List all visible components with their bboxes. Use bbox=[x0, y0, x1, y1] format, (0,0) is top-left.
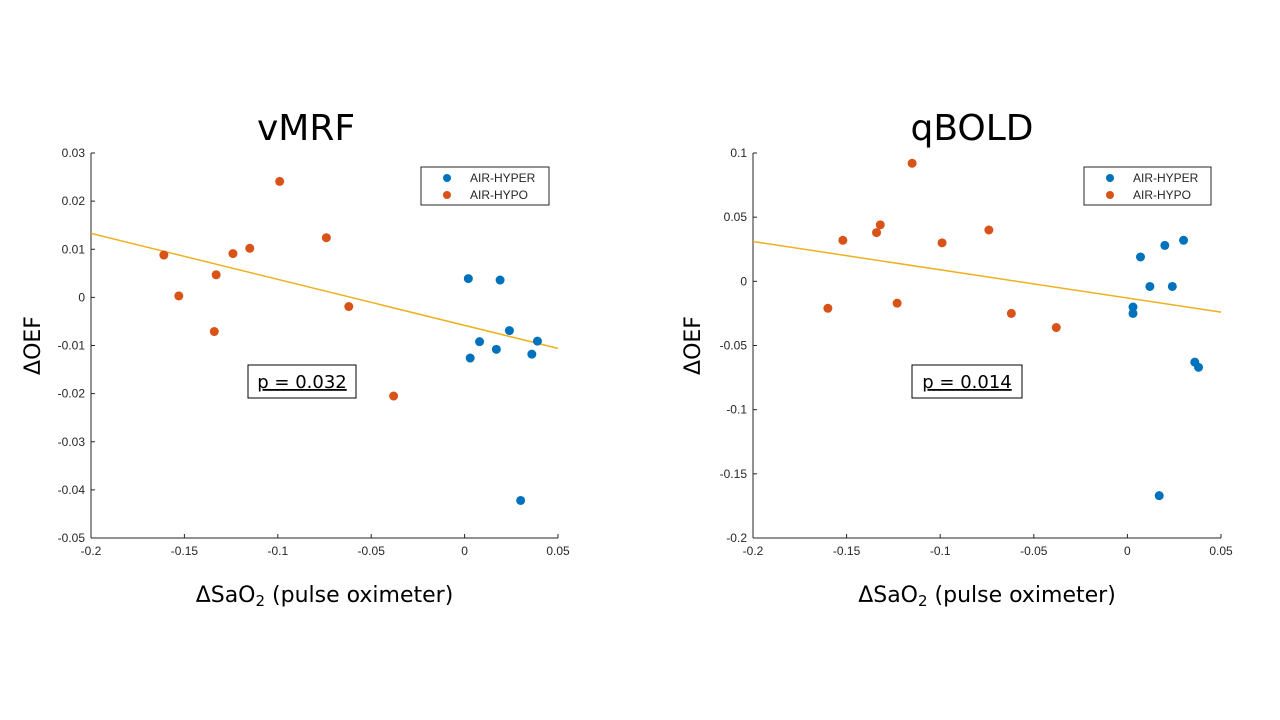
data-point-air-hyper bbox=[532, 336, 542, 346]
data-point-air-hyper bbox=[491, 344, 501, 354]
y-tick-label: -0.2 bbox=[726, 531, 747, 545]
x-tick-label: -0.05 bbox=[358, 544, 386, 558]
x-axis-label: ΔSaO2 (pulse oximeter) bbox=[858, 583, 1116, 610]
data-point-air-hypo bbox=[344, 302, 354, 312]
data-point-air-hypo bbox=[275, 176, 285, 186]
y-tick-label: 0 bbox=[740, 274, 747, 288]
x-axis-label: ΔSaO2 (pulse oximeter) bbox=[196, 583, 454, 610]
x-axis-label-rest: (pulse oximeter) bbox=[928, 583, 1116, 608]
data-point-air-hypo bbox=[937, 238, 947, 248]
x-tick-label: -0.2 bbox=[81, 544, 102, 558]
data-point-air-hyper bbox=[1194, 362, 1204, 372]
data-point-air-hypo bbox=[838, 235, 848, 245]
y-tick-label: 0.03 bbox=[62, 146, 86, 160]
y-tick-label: 0.05 bbox=[724, 210, 748, 224]
y-tick-label: -0.1 bbox=[726, 403, 747, 417]
data-point-air-hypo bbox=[159, 250, 169, 260]
y-tick-label: -0.03 bbox=[58, 435, 86, 449]
data-point-air-hyper bbox=[1128, 308, 1138, 318]
data-point-air-hyper bbox=[475, 337, 485, 347]
chart-panel-0: vMRF -0.2 -0.15 -0.1 -0.05 0 0.05 -0.05 -0.04 -0.… bbox=[21, 108, 570, 610]
x-tick-label: -0.2 bbox=[743, 544, 764, 558]
legend-label: AIR-HYPO bbox=[1133, 188, 1191, 202]
x-axis-label-main: ΔSaO bbox=[196, 583, 256, 608]
legend-label: AIR-HYPER bbox=[1133, 171, 1199, 185]
fit-line bbox=[90, 232, 559, 350]
legend-marker-air-hypo bbox=[1106, 191, 1114, 199]
data-point-air-hypo bbox=[245, 243, 255, 253]
x-tick-label: 0 bbox=[1124, 544, 1131, 558]
data-point-air-hyper bbox=[1154, 491, 1164, 501]
x-tick-label: 0.05 bbox=[1209, 544, 1233, 558]
x-tick-label: -0.05 bbox=[1020, 544, 1048, 558]
legend-marker-air-hypo bbox=[443, 191, 451, 199]
y-tick-label: -0.05 bbox=[720, 339, 748, 353]
data-point-air-hyper bbox=[527, 349, 537, 359]
y-tick-label: 0.01 bbox=[62, 242, 86, 256]
x-tick-label: 0.05 bbox=[546, 544, 570, 558]
x-axis-label-subscript: 2 bbox=[256, 592, 266, 610]
x-tick-label: -0.1 bbox=[930, 544, 951, 558]
y-tick-label: 0 bbox=[78, 290, 85, 304]
legend-box bbox=[420, 166, 550, 206]
data-point-air-hypo bbox=[211, 270, 221, 280]
data-point-air-hypo bbox=[389, 391, 399, 401]
p-value-annotation: p = 0.014 bbox=[922, 372, 1011, 393]
data-point-air-hypo bbox=[984, 225, 994, 235]
x-tick-label: -0.15 bbox=[833, 544, 861, 558]
data-point-air-hypo bbox=[321, 233, 331, 243]
data-point-air-hypo bbox=[872, 228, 882, 238]
data-point-air-hyper bbox=[1128, 302, 1138, 312]
data-point-air-hyper bbox=[1167, 281, 1177, 291]
x-axis-label-rest: (pulse oximeter) bbox=[265, 583, 453, 608]
y-tick-label: 0.02 bbox=[62, 194, 86, 208]
data-point-air-hyper bbox=[463, 274, 473, 284]
y-tick-label: -0.05 bbox=[58, 531, 86, 545]
legend-label: AIR-HYPER bbox=[470, 171, 536, 185]
legend-marker-air-hyper bbox=[1106, 174, 1114, 182]
y-tick-label: -0.02 bbox=[58, 387, 86, 401]
x-tick-label: -0.15 bbox=[171, 544, 199, 558]
y-axis-label: ΔOEF bbox=[681, 316, 706, 375]
y-tick-label: 0.1 bbox=[730, 146, 747, 160]
x-axis-label-main: ΔSaO bbox=[858, 583, 918, 608]
legend-label: AIR-HYPO bbox=[470, 188, 528, 202]
data-point-air-hyper bbox=[465, 353, 475, 363]
p-value-box bbox=[247, 364, 357, 399]
data-point-air-hypo bbox=[1051, 323, 1061, 333]
fit-line bbox=[752, 240, 1222, 313]
data-point-air-hyper bbox=[1179, 235, 1189, 245]
data-point-air-hyper bbox=[1160, 240, 1170, 250]
x-tick-label: 0 bbox=[461, 544, 468, 558]
y-tick-label: -0.04 bbox=[58, 483, 86, 497]
y-axis-label: ΔOEF bbox=[21, 316, 46, 375]
legend-box bbox=[1083, 166, 1212, 206]
chart-title: qBOLD bbox=[910, 108, 1033, 149]
y-tick-label: -0.01 bbox=[58, 339, 86, 353]
y-tick-label: -0.15 bbox=[720, 467, 748, 481]
data-point-air-hypo bbox=[907, 158, 917, 168]
p-value-annotation: p = 0.032 bbox=[257, 372, 346, 393]
data-point-air-hyper bbox=[495, 275, 505, 285]
data-point-air-hypo bbox=[174, 291, 184, 301]
data-point-air-hypo bbox=[823, 303, 833, 313]
chart-title: vMRF bbox=[257, 108, 355, 149]
data-point-air-hyper bbox=[504, 326, 514, 336]
p-value-box bbox=[911, 364, 1023, 399]
data-point-air-hypo bbox=[1006, 308, 1016, 318]
legend-marker-air-hyper bbox=[443, 174, 451, 182]
data-point-air-hyper bbox=[516, 495, 526, 505]
chart-panel-1: qBOLD -0.2 -0.15 -0.1 -0.05 0 0.05 -0.2 -0.15 -0.… bbox=[681, 108, 1233, 610]
data-point-air-hypo bbox=[209, 327, 219, 337]
data-point-air-hypo bbox=[892, 298, 902, 308]
x-axis-label-subscript: 2 bbox=[918, 592, 928, 610]
data-point-air-hypo bbox=[228, 249, 238, 259]
data-point-air-hyper bbox=[1136, 252, 1146, 262]
data-point-air-hypo bbox=[875, 220, 885, 230]
x-tick-label: -0.1 bbox=[267, 544, 288, 558]
data-point-air-hyper bbox=[1145, 281, 1155, 291]
